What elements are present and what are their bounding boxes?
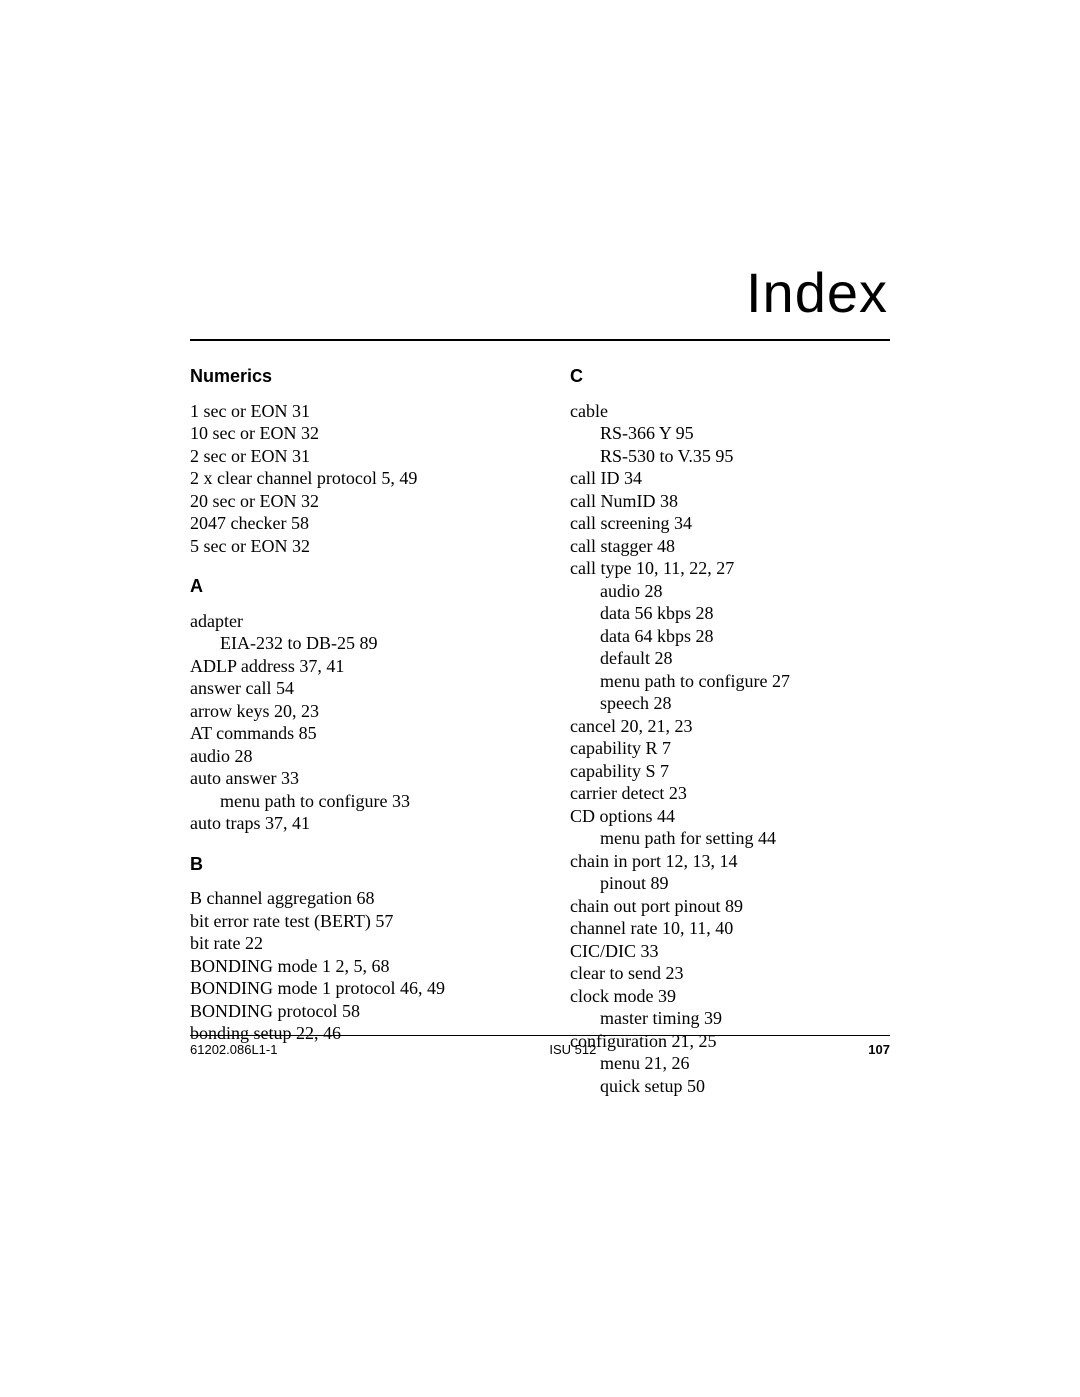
left-column: Numerics 1 sec or EON 31 10 sec or EON 3… — [190, 365, 510, 1097]
page-title: Index — [190, 260, 890, 325]
index-entry: BONDING mode 1 protocol 46, 49 — [190, 977, 510, 1000]
index-subentry: menu path for setting 44 — [570, 827, 890, 850]
index-entry: 20 sec or EON 32 — [190, 490, 510, 513]
section-head-c: C — [570, 365, 890, 388]
footer-page-number: 107 — [868, 1042, 890, 1057]
section-head-numerics: Numerics — [190, 365, 510, 388]
right-column: C cable RS-366 Y 95 RS-530 to V.35 95 ca… — [570, 365, 890, 1097]
index-entry: CD options 44 — [570, 805, 890, 828]
index-entry: capability S 7 — [570, 760, 890, 783]
index-entry: clear to send 23 — [570, 962, 890, 985]
index-entry: 2 sec or EON 31 — [190, 445, 510, 468]
index-entry: CIC/DIC 33 — [570, 940, 890, 963]
index-entry: bit error rate test (BERT) 57 — [190, 910, 510, 933]
index-entry: chain out port pinout 89 — [570, 895, 890, 918]
index-entry: BONDING protocol 58 — [190, 1000, 510, 1023]
title-rule — [190, 339, 890, 341]
index-subentry: RS-530 to V.35 95 — [570, 445, 890, 468]
page-footer: 61202.086L1-1 ISU 512 107 — [190, 1035, 890, 1057]
index-subentry: menu path to configure 27 — [570, 670, 890, 693]
index-entry: call NumID 38 — [570, 490, 890, 513]
index-entry: carrier detect 23 — [570, 782, 890, 805]
footer-row: 61202.086L1-1 ISU 512 107 — [190, 1042, 890, 1057]
index-entry: call stagger 48 — [570, 535, 890, 558]
index-entry: 5 sec or EON 32 — [190, 535, 510, 558]
index-subentry: master timing 39 — [570, 1007, 890, 1030]
index-entry: call type 10, 11, 22, 27 — [570, 557, 890, 580]
index-entry: channel rate 10, 11, 40 — [570, 917, 890, 940]
index-entry: capability R 7 — [570, 737, 890, 760]
index-entry: bit rate 22 — [190, 932, 510, 955]
index-page: Index Numerics 1 sec or EON 31 10 sec or… — [0, 0, 1080, 1097]
index-subentry: RS-366 Y 95 — [570, 422, 890, 445]
index-entry: B channel aggregation 68 — [190, 887, 510, 910]
index-entry: cancel 20, 21, 23 — [570, 715, 890, 738]
index-entry: ADLP address 37, 41 — [190, 655, 510, 678]
index-subentry: pinout 89 — [570, 872, 890, 895]
index-entry: AT commands 85 — [190, 722, 510, 745]
index-subentry: quick setup 50 — [570, 1075, 890, 1098]
index-entry: 1 sec or EON 31 — [190, 400, 510, 423]
index-entry: arrow keys 20, 23 — [190, 700, 510, 723]
index-subentry: menu path to configure 33 — [190, 790, 510, 813]
index-entry: audio 28 — [190, 745, 510, 768]
index-entry: 2 x clear channel protocol 5, 49 — [190, 467, 510, 490]
index-entry: 10 sec or EON 32 — [190, 422, 510, 445]
section-head-b: B — [190, 853, 510, 876]
index-subentry: data 64 kbps 28 — [570, 625, 890, 648]
index-entry: cable — [570, 400, 890, 423]
index-entry: clock mode 39 — [570, 985, 890, 1008]
index-subentry: audio 28 — [570, 580, 890, 603]
index-entry: answer call 54 — [190, 677, 510, 700]
index-entry: BONDING mode 1 2, 5, 68 — [190, 955, 510, 978]
index-subentry: EIA-232 to DB-25 89 — [190, 632, 510, 655]
footer-left: 61202.086L1-1 — [190, 1042, 277, 1057]
footer-center: ISU 512 — [549, 1042, 596, 1057]
index-subentry: data 56 kbps 28 — [570, 602, 890, 625]
index-entry: auto traps 37, 41 — [190, 812, 510, 835]
index-subentry: speech 28 — [570, 692, 890, 715]
footer-rule — [190, 1035, 890, 1036]
index-entry: call screening 34 — [570, 512, 890, 535]
index-columns: Numerics 1 sec or EON 31 10 sec or EON 3… — [190, 365, 890, 1097]
index-entry: auto answer 33 — [190, 767, 510, 790]
index-entry: adapter — [190, 610, 510, 633]
index-entry: chain in port 12, 13, 14 — [570, 850, 890, 873]
index-entry: 2047 checker 58 — [190, 512, 510, 535]
section-head-a: A — [190, 575, 510, 598]
index-entry: call ID 34 — [570, 467, 890, 490]
index-subentry: default 28 — [570, 647, 890, 670]
